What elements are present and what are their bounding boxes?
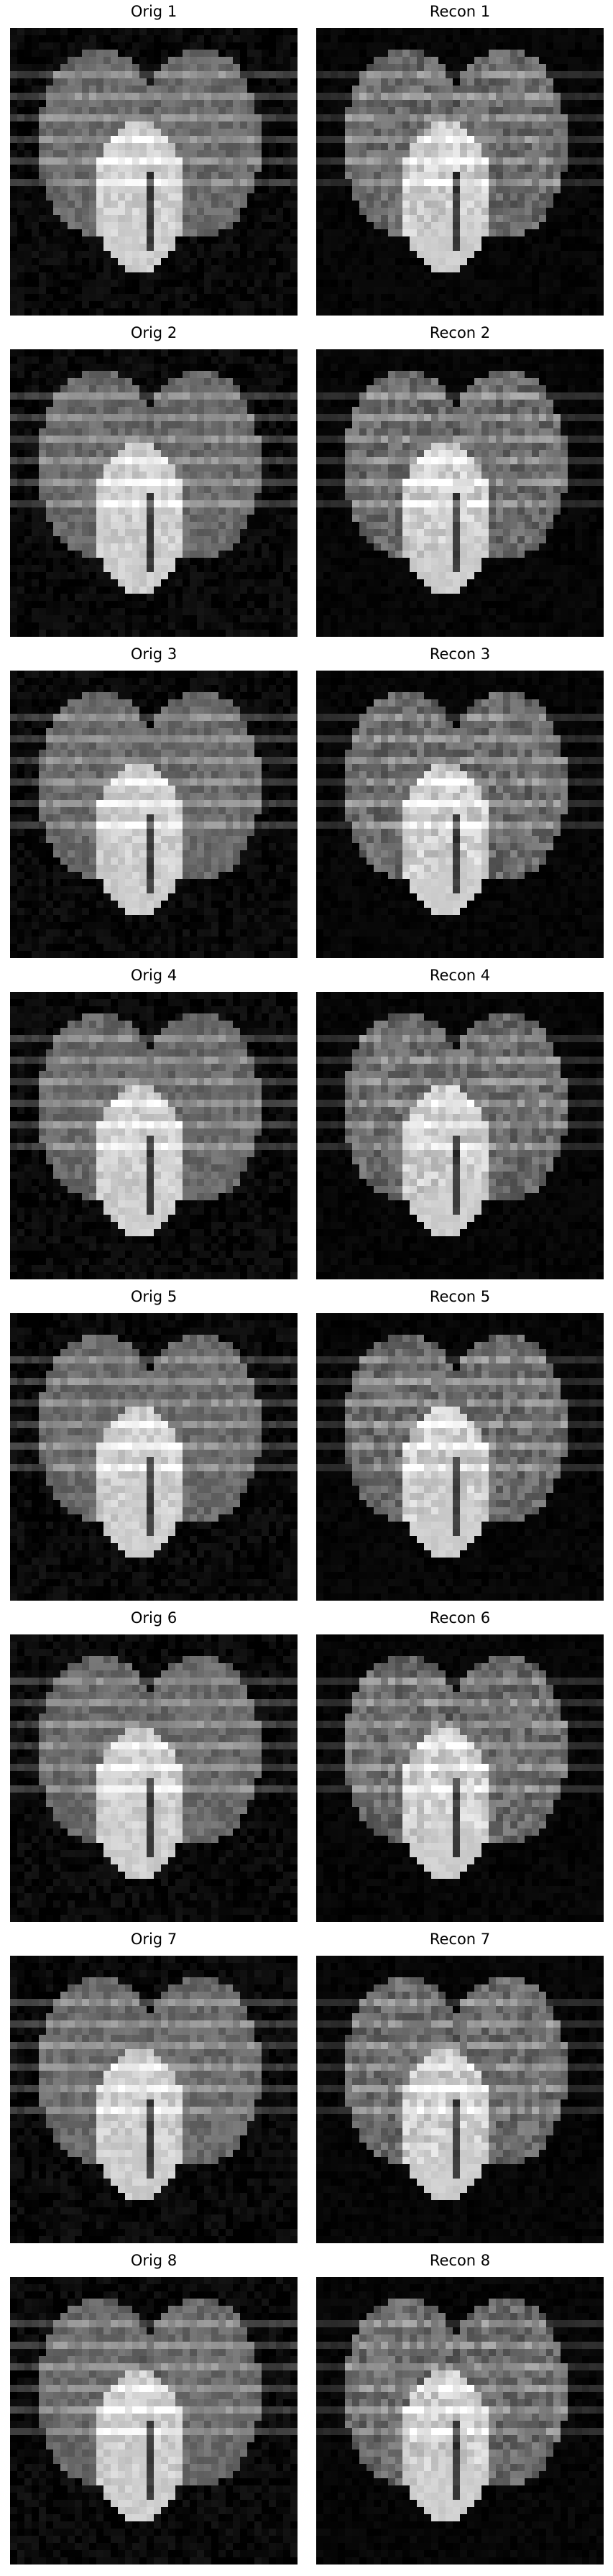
recon-image-4 [316, 992, 604, 1279]
orig-panel-2: Orig 2 [10, 324, 298, 637]
recon-panel-2: Recon 2 [316, 324, 604, 637]
recon-panel-5: Recon 5 [316, 1288, 604, 1601]
orig-panel-4: Orig 4 [10, 967, 298, 1279]
orig-image-4 [10, 992, 298, 1279]
orig-image-7 [10, 1956, 298, 2243]
orig-image-1 [10, 28, 298, 316]
orig-image-3 [10, 671, 298, 958]
recon-image-5 [316, 1313, 604, 1601]
orig-title-3: Orig 3 [130, 645, 178, 663]
recon-panel-1: Recon 1 [316, 3, 604, 316]
recon-image-2 [316, 349, 604, 637]
orig-panel-1: Orig 1 [10, 3, 298, 316]
orig-panel-3: Orig 3 [10, 645, 298, 958]
recon-image-3 [316, 671, 604, 958]
recon-panel-3: Recon 3 [316, 645, 604, 958]
recon-panel-8: Recon 8 [316, 2252, 604, 2564]
orig-title-4: Orig 4 [130, 967, 178, 984]
orig-panel-6: Orig 6 [10, 1609, 298, 1922]
orig-image-6 [10, 1634, 298, 1922]
orig-image-8 [10, 2277, 298, 2564]
orig-title-7: Orig 7 [130, 1931, 178, 1948]
recon-panel-7: Recon 7 [316, 1931, 604, 2243]
recon-title-2: Recon 2 [429, 324, 491, 341]
orig-image-5 [10, 1313, 298, 1601]
recon-image-6 [316, 1634, 604, 1922]
orig-panel-8: Orig 8 [10, 2252, 298, 2564]
recon-image-1 [316, 28, 604, 316]
orig-panel-7: Orig 7 [10, 1931, 298, 2243]
orig-panel-5: Orig 5 [10, 1288, 298, 1601]
orig-title-1: Orig 1 [130, 3, 178, 20]
recon-title-6: Recon 6 [429, 1609, 491, 1627]
recon-title-7: Recon 7 [429, 1931, 491, 1948]
recon-image-7 [316, 1956, 604, 2243]
orig-title-5: Orig 5 [130, 1288, 178, 1305]
recon-image-8 [316, 2277, 604, 2564]
recon-panel-4: Recon 4 [316, 967, 604, 1279]
recon-panel-6: Recon 6 [316, 1609, 604, 1922]
orig-title-2: Orig 2 [130, 324, 178, 341]
recon-title-5: Recon 5 [429, 1288, 491, 1305]
orig-image-2 [10, 349, 298, 637]
recon-title-8: Recon 8 [429, 2252, 491, 2269]
orig-title-6: Orig 6 [130, 1609, 178, 1627]
recon-title-4: Recon 4 [429, 967, 491, 984]
recon-title-1: Recon 1 [429, 3, 491, 20]
recon-title-3: Recon 3 [429, 645, 491, 663]
orig-title-8: Orig 8 [130, 2252, 178, 2269]
